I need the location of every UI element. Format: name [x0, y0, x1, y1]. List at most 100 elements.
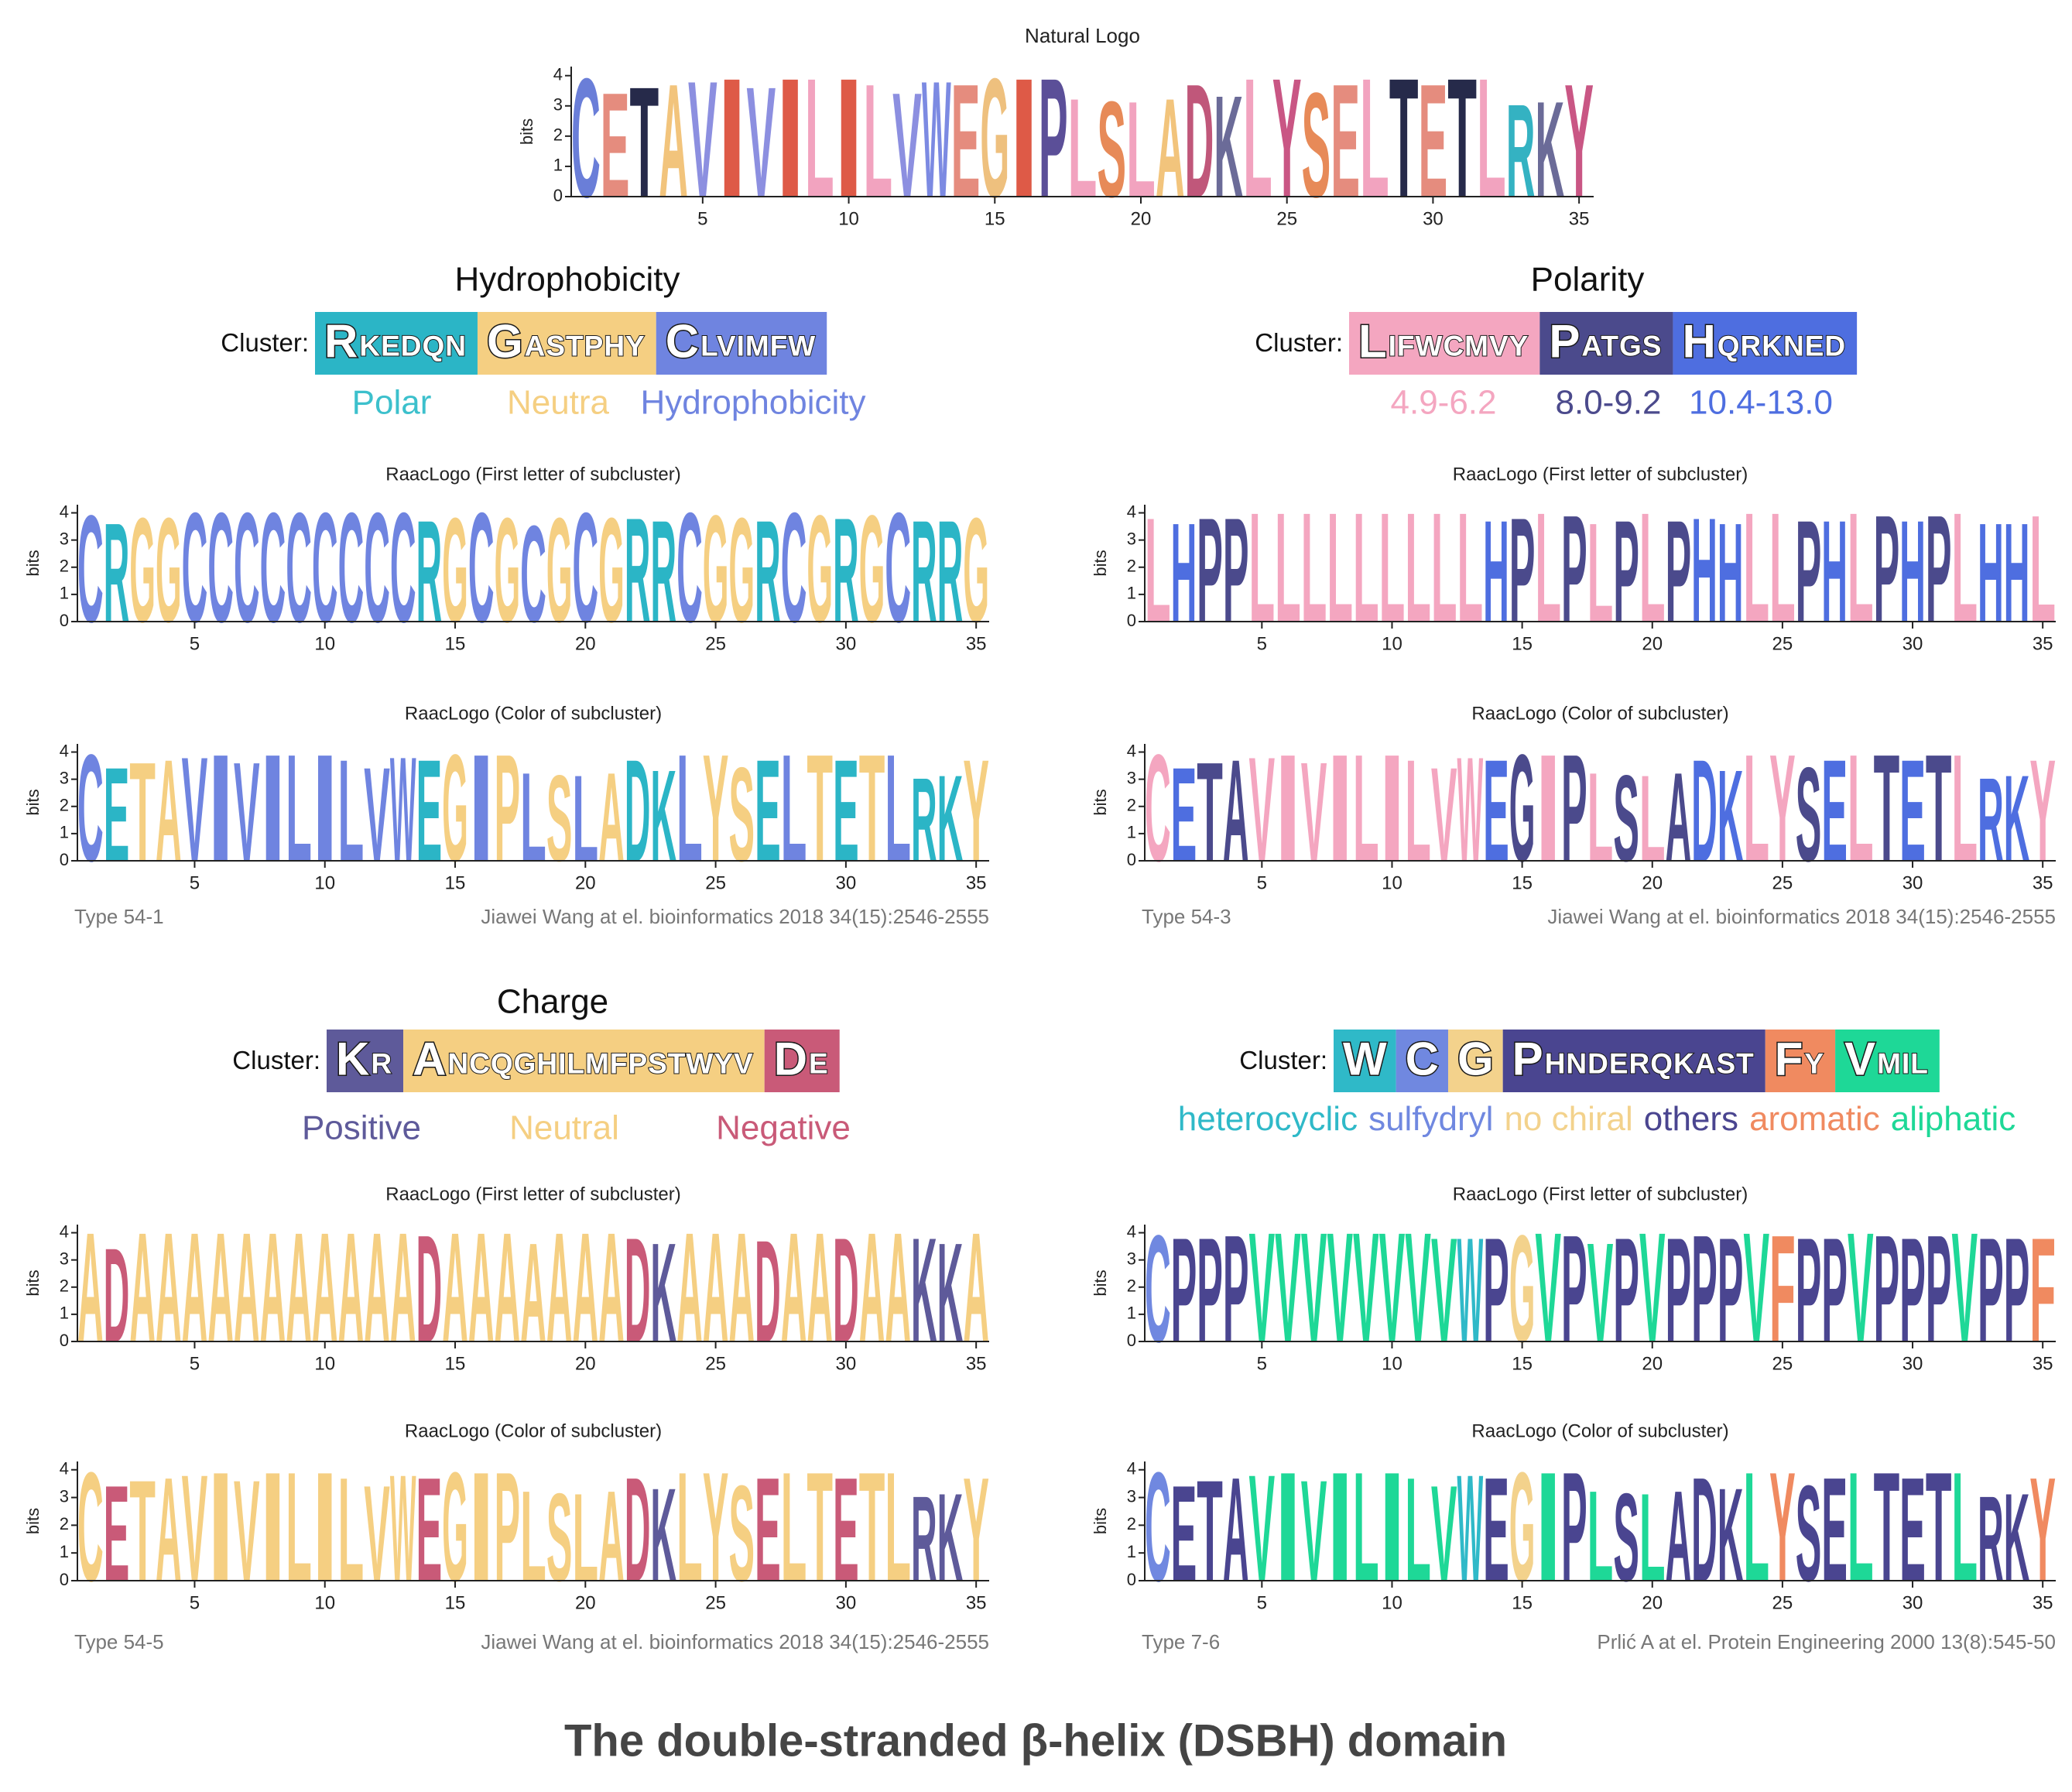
y-tick-label: 0: [1127, 1570, 1136, 1589]
logo-letter: W: [922, 46, 951, 232]
logo-letter: V: [364, 740, 390, 890]
logo-letter: G: [598, 487, 625, 653]
logo-letter: V: [1249, 1444, 1276, 1613]
logo-letter: A: [572, 1201, 598, 1376]
y-axis-label: bits: [23, 1269, 43, 1296]
logo-letter: Y: [2029, 730, 2056, 893]
y-tick-label: 1: [60, 584, 69, 603]
y-tick-label: 0: [1127, 1331, 1136, 1350]
logo-letter: K: [2004, 749, 2030, 887]
logo-letter: A: [390, 1201, 416, 1376]
logo-letter: L: [1353, 723, 1379, 894]
cluster-description: Negative: [716, 1109, 851, 1147]
logo-letter: E: [416, 1446, 443, 1612]
logo-letter: R: [911, 1471, 937, 1607]
y-tick-label: 4: [60, 1459, 69, 1478]
logo-letter: G: [1509, 1204, 1536, 1375]
logo-letter: L: [1639, 481, 1666, 656]
logo-letter: A: [598, 746, 625, 889]
logo-letter: P: [2004, 1207, 2030, 1373]
logo-letter: D: [625, 1206, 651, 1373]
logo-letter: L: [1275, 481, 1301, 656]
logo-letter: R: [911, 491, 937, 653]
x-tick-label: 5: [1257, 872, 1267, 893]
logo-letter: E: [1171, 1457, 1197, 1611]
logo-letter: P: [1561, 723, 1587, 894]
x-tick-label: 5: [697, 208, 707, 229]
logo-letter: D: [1185, 51, 1214, 231]
logo-letter: P: [1796, 491, 1822, 653]
logo-letter: L: [286, 1441, 312, 1615]
x-tick-label: 25: [705, 1592, 726, 1613]
cluster-box: [315, 312, 478, 375]
y-axis-label: bits: [23, 1508, 43, 1534]
logo-letter: H: [1483, 491, 1509, 653]
cluster-description: Polar: [352, 384, 432, 422]
cluster-box: [477, 312, 656, 375]
logo-letter: A: [495, 1201, 521, 1376]
logo-letter: E: [1419, 51, 1448, 231]
logo-letter: S: [1097, 73, 1126, 226]
logo-letter: Y: [703, 1441, 729, 1615]
cluster-box: [1334, 1030, 1396, 1092]
cluster-rest: ASTPHY: [525, 330, 646, 361]
logo-letter: G: [703, 485, 729, 655]
cluster-description: Hydrophobicity: [640, 384, 865, 422]
logo-letter: R: [650, 491, 676, 653]
logo-letter: W: [390, 728, 416, 893]
y-tick-label: 0: [1127, 611, 1136, 630]
logo-letter: R: [1506, 76, 1536, 224]
x-tick-label: 5: [190, 1353, 200, 1374]
cluster-description-part: others: [1644, 1100, 1738, 1138]
x-tick-label: 10: [838, 208, 859, 229]
x-tick-label: 30: [836, 633, 857, 654]
logo-letter: A: [234, 1201, 260, 1376]
logo-letter: P: [1718, 1207, 1744, 1373]
logo-letter: L: [1587, 745, 1614, 888]
logo-letter: L: [1743, 1441, 1769, 1615]
logo-letter: A: [129, 1201, 156, 1376]
cluster-label: Cluster:: [1255, 328, 1343, 357]
x-tick-label: 30: [836, 872, 857, 893]
logo-letter: C: [260, 481, 286, 656]
cluster-first: P: [1512, 1033, 1543, 1084]
logo-letter: A: [781, 1201, 807, 1376]
logo-letter: A: [520, 1215, 546, 1372]
logo-letter: G: [156, 487, 182, 653]
logo-letter: S: [546, 749, 573, 887]
logo-letter: C: [234, 481, 260, 656]
y-tick-label: 4: [1127, 1222, 1136, 1241]
logo-letter: A: [207, 1201, 234, 1376]
x-tick-label: 25: [1772, 633, 1793, 654]
logo-letter: G: [980, 43, 1009, 233]
cluster-label: Cluster:: [221, 328, 309, 357]
logo-letter: C: [781, 481, 807, 656]
cluster-first: L: [1358, 315, 1387, 367]
logo-letter: T: [807, 723, 833, 894]
logo-letter: V: [1535, 1201, 1561, 1376]
logo-letter: K: [937, 1215, 964, 1372]
logo-letter: E: [1171, 740, 1197, 890]
logo-letter: L: [1379, 481, 1406, 656]
logo-letter: L: [1249, 481, 1276, 656]
logo-letter: V: [364, 1457, 390, 1611]
logo-letter: Y: [1272, 43, 1302, 232]
logo-letter: I: [260, 723, 286, 894]
x-tick-label: 30: [1902, 633, 1923, 654]
logo-letter: I: [1535, 1441, 1561, 1614]
y-tick-label: 3: [60, 529, 69, 548]
cluster-box: [1396, 1030, 1448, 1092]
logo-letter: P: [1874, 1204, 1900, 1375]
y-tick-label: 0: [553, 186, 563, 205]
logo-letter: L: [1587, 494, 1614, 653]
logo-letter: L: [1431, 481, 1457, 656]
x-tick-label: 35: [966, 872, 987, 893]
logo-letter: D: [625, 1447, 651, 1612]
logo-letter: Y: [1769, 723, 1796, 894]
logo-letter: W: [1457, 1443, 1484, 1613]
y-tick-label: 3: [60, 1486, 69, 1506]
logo-letter: A: [364, 1201, 390, 1376]
type-label: Type 7-6: [1142, 1630, 1220, 1653]
logo-letter: A: [156, 730, 182, 893]
